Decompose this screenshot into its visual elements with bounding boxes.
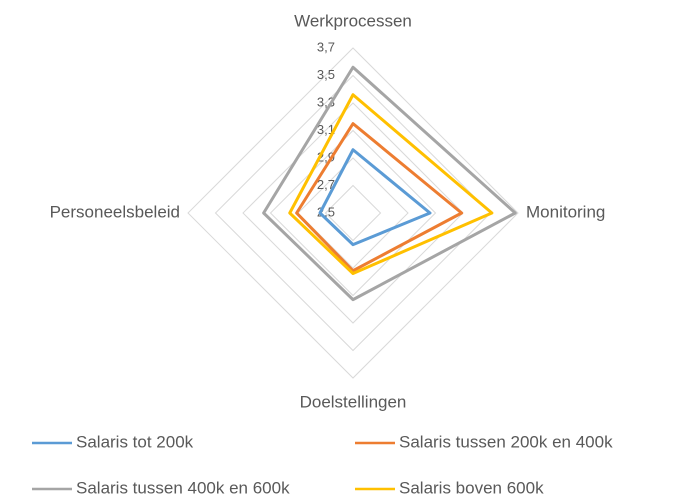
tick-label: 3,5	[317, 67, 335, 82]
series-line	[295, 122, 464, 273]
grid-line	[324, 184, 382, 242]
grid-line	[214, 74, 492, 352]
category-label: Personeelsbeleid	[50, 202, 180, 221]
grid-line	[269, 129, 437, 297]
series-line	[288, 93, 494, 275]
legend-label: Salaris tussen 200k en 400k	[399, 432, 613, 451]
category-label: Doelstellingen	[300, 392, 407, 411]
tick-label: 3,7	[317, 39, 335, 54]
grid-line	[187, 47, 519, 379]
grid-line	[242, 102, 464, 324]
series-line	[262, 65, 517, 302]
legend-label: Salaris boven 600k	[399, 478, 544, 497]
category-label: Monitoring	[526, 202, 605, 221]
tick-label: 3,1	[317, 122, 335, 137]
series-line	[318, 148, 432, 247]
grid-line	[297, 157, 409, 269]
legend-label: Salaris tot 200k	[76, 432, 194, 451]
category-label: Werkprocessen	[294, 11, 412, 30]
tick-label: 2,7	[317, 177, 335, 192]
legend-label: Salaris tussen 400k en 600k	[76, 478, 290, 497]
